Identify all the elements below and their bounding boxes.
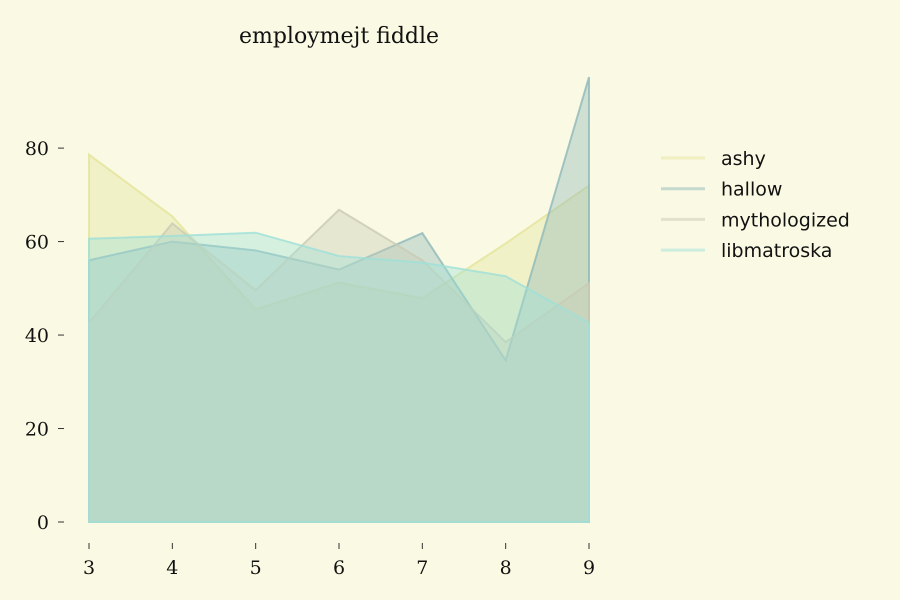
legend-label-hallow: hallow xyxy=(721,179,782,201)
area-series-libmatroska xyxy=(88,231,590,523)
data-point-ashy-4 xyxy=(170,214,174,218)
y-tick-label: 40 xyxy=(25,325,49,347)
data-point-libmatroska-8 xyxy=(504,274,508,278)
y-tick-label: 80 xyxy=(25,138,49,160)
data-point-mythologized-6 xyxy=(337,208,341,212)
data-point-mythologized-4 xyxy=(170,221,174,225)
data-point-mythologized-9 xyxy=(587,281,591,285)
y-tick-label: 20 xyxy=(25,419,49,441)
x-axis: 3 4 5 6 7 8 9 xyxy=(83,543,595,579)
data-point-libmatroska-3 xyxy=(87,237,91,241)
x-tick-label: 8 xyxy=(500,557,512,579)
legend-label-libmatroska: libmatroska xyxy=(721,240,832,262)
x-tick-label: 5 xyxy=(250,557,262,579)
y-tick-label: 60 xyxy=(25,232,49,254)
x-tick-label: 9 xyxy=(583,557,595,579)
data-point-hallow-7 xyxy=(420,231,424,235)
legend: ashy hallow mythologized libmatroska xyxy=(661,148,850,262)
data-point-ashy-8 xyxy=(504,241,508,245)
x-tick-label: 6 xyxy=(333,557,345,579)
y-axis: 0 20 40 60 80 xyxy=(25,138,64,534)
legend-label-ashy: ashy xyxy=(721,148,766,170)
data-point-ashy-3 xyxy=(87,153,91,157)
data-point-libmatroska-6 xyxy=(337,254,341,258)
legend-label-mythologized: mythologized xyxy=(721,209,850,231)
plot-areas xyxy=(87,75,591,523)
chart-title: employmejt fiddle xyxy=(239,24,439,49)
data-point-libmatroska-9 xyxy=(587,321,591,325)
y-tick-label: 0 xyxy=(37,512,49,534)
data-point-libmatroska-5 xyxy=(254,231,258,235)
x-tick-label: 7 xyxy=(416,557,428,579)
data-point-libmatroska-7 xyxy=(420,261,424,265)
data-point-libmatroska-4 xyxy=(170,234,174,238)
data-point-hallow-9 xyxy=(587,75,591,79)
x-tick-label: 4 xyxy=(166,557,178,579)
x-tick-label: 3 xyxy=(83,557,95,579)
